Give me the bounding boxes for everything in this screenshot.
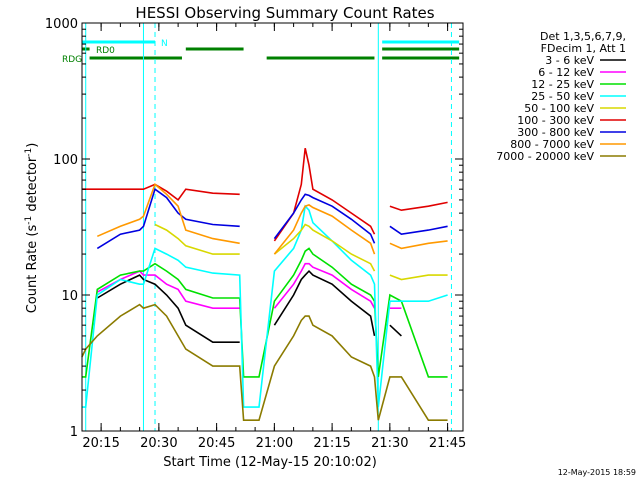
- flag-label-rdg: RDG: [62, 55, 82, 65]
- x-axis: 20:15 20:30 20:45 21:00 21:15 21:30 21:45: [82, 23, 466, 451]
- series-300-800-kev: [96, 187, 240, 250]
- flag-bars: N RD0 RDG: [62, 39, 460, 65]
- y-tick-label: 1000: [45, 17, 78, 32]
- legend-entry-label: 12 - 25 keV: [531, 78, 594, 91]
- series-3-6-kev: [273, 269, 376, 337]
- x-tick-label: 21:45: [429, 436, 466, 451]
- series-300-800-kev: [389, 225, 448, 236]
- chart-title: HESSI Observing Summary Count Rates: [135, 4, 434, 22]
- legend-header: FDecim 1, Att 1: [541, 42, 626, 55]
- series-100-300-kev: [389, 201, 448, 212]
- legend-header: Det 1,3,5,6,7,9,: [540, 30, 626, 43]
- legend-entry-label: 6 - 12 keV: [538, 66, 594, 79]
- series-6-12-kev: [96, 270, 240, 310]
- legend-entry-label: 50 - 100 keV: [524, 102, 594, 115]
- y-tick-label: 100: [53, 153, 78, 168]
- x-tick-label: 21:15: [313, 436, 350, 451]
- x-tick-label: 21:30: [371, 436, 408, 451]
- series-300-800-kev: [273, 193, 376, 244]
- flag-label-rd0: RD0: [96, 46, 115, 56]
- series-7000-20000-kev: [81, 303, 448, 422]
- plot-frame: [81, 22, 464, 432]
- legend-entry-label: 25 - 50 keV: [531, 90, 594, 103]
- y-axis-label: Count Rate (s-1 detector-1): [24, 143, 40, 314]
- timestamp: 12-May-2015 18:59: [558, 468, 636, 477]
- series-3-6-kev: [389, 324, 402, 337]
- legend: Det 1,3,5,6,7,9,FDecim 1, Att 13 - 6 keV…: [496, 30, 626, 163]
- legend-entry-label: 7000 - 20000 keV: [496, 150, 594, 163]
- series-100-300-kev: [81, 183, 240, 202]
- y-tick-label: 10: [61, 289, 78, 304]
- flag-label-n: N: [161, 39, 168, 49]
- series-6-12-kev: [273, 262, 376, 309]
- series-800-7000-kev: [389, 240, 448, 250]
- legend-entry-label: 3 - 6 keV: [545, 54, 594, 67]
- series-800-7000-kev: [96, 183, 240, 245]
- x-tick-label: 20:15: [82, 436, 119, 451]
- series-50-100-kev: [389, 274, 448, 281]
- series-50-100-kev: [273, 223, 376, 272]
- x-tick-label: 20:45: [198, 436, 235, 451]
- series-100-300-kev: [273, 148, 376, 242]
- x-tick-label: 20:30: [140, 436, 177, 451]
- series-25-50-kev: [81, 204, 448, 408]
- legend-entry-label: 800 - 7000 keV: [510, 138, 594, 151]
- series-3-6-kev: [96, 274, 240, 344]
- legend-entry-label: 100 - 300 keV: [517, 114, 594, 127]
- legend-entry-label: 300 - 800 keV: [517, 126, 594, 139]
- x-axis-label: Start Time (12-May-15 20:10:02): [163, 455, 377, 470]
- x-tick-label: 21:00: [256, 436, 293, 451]
- series-800-7000-kev: [273, 204, 376, 255]
- series-50-100-kev: [154, 223, 240, 255]
- series-group: [81, 148, 448, 422]
- y-axis: 1 10 100 1000: [45, 17, 463, 440]
- y-tick-label: 1: [70, 425, 78, 440]
